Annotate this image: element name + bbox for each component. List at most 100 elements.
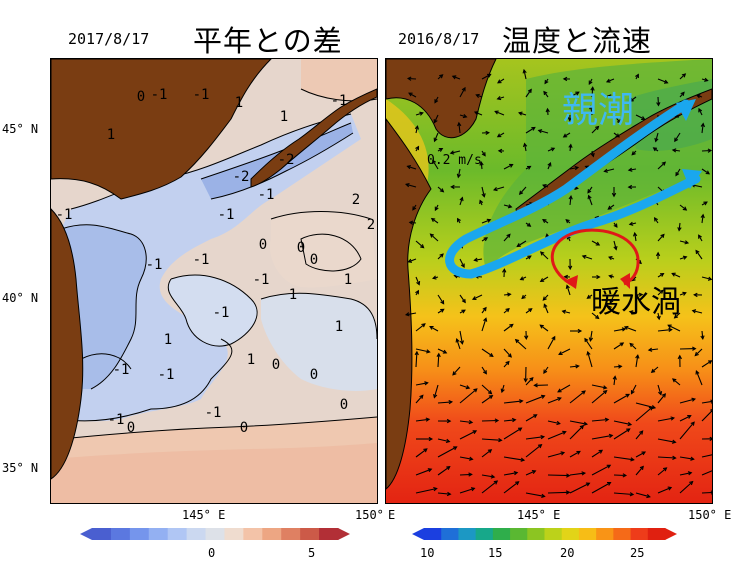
velocity-vector-head [539, 324, 544, 329]
velocity-vector [437, 492, 451, 495]
velocity-vector [459, 330, 463, 344]
velocity-vector [547, 452, 565, 458]
velocity-vector-head [615, 133, 620, 138]
velocity-vector-head [695, 370, 700, 375]
velocity-vector-head [641, 116, 646, 120]
velocity-vector-head [671, 148, 677, 153]
velocity-vector [540, 251, 549, 260]
velocity-vector [459, 294, 466, 303]
velocity-vector-head [672, 378, 677, 383]
velocity-vector-head [527, 88, 532, 94]
velocity-vector-head [452, 371, 457, 376]
velocity-vector-head [628, 310, 634, 315]
velocity-vector-head [607, 305, 612, 310]
velocity-vector-head [576, 450, 581, 455]
velocity-vector-head [440, 300, 445, 305]
velocity-vector [657, 78, 668, 84]
velocity-vector [437, 466, 451, 476]
velocity-vector-head [490, 474, 496, 479]
velocity-vector-head [585, 482, 591, 487]
right-date: 2016/8/17 [398, 30, 480, 48]
velocity-vector-head [550, 147, 556, 152]
velocity-vector [657, 393, 666, 404]
velocity-vector-head [475, 93, 480, 98]
velocity-vector-head [568, 194, 573, 200]
velocity-vector [459, 430, 477, 440]
velocity-vector-head [710, 399, 712, 404]
colorbar-swatch [167, 528, 188, 540]
velocity-vector [613, 328, 626, 332]
velocity-vector [543, 304, 549, 314]
velocity-vector-head [439, 74, 444, 79]
colorbar-swatch [243, 528, 263, 540]
velocity-vector-head [509, 163, 514, 168]
velocity-vector-head [563, 274, 569, 279]
velocity-vector [503, 481, 519, 494]
velocity-vector-head [698, 107, 703, 113]
eddy-arrowhead-right [620, 273, 630, 289]
velocity-vector-head [690, 421, 695, 426]
velocity-vector-head [663, 467, 668, 472]
contour-label: 1 [107, 127, 115, 143]
velocity-vector-head [543, 90, 548, 96]
contour-label: -1 [205, 405, 222, 421]
velocity-vector-head [557, 388, 562, 393]
velocity-vector [433, 114, 439, 123]
velocity-vector [569, 196, 572, 206]
velocity-vector [701, 330, 704, 339]
velocity-vector-head [613, 245, 618, 251]
contour-label: -1 [108, 412, 125, 428]
velocity-vector [481, 419, 499, 422]
velocity-vector-head [529, 376, 534, 382]
velocity-vector [437, 353, 440, 368]
contour-label: 1 [289, 287, 297, 303]
oyashio-arrowhead-lower [682, 169, 702, 189]
velocity-vector [408, 92, 417, 98]
velocity-vector [430, 233, 439, 242]
velocity-vector-head [489, 352, 494, 357]
lat-label-40: 40° N [2, 291, 39, 305]
colorbar-extend-low [80, 528, 92, 540]
contour-label: -1 [56, 207, 73, 223]
velocity-vector-head [648, 406, 654, 411]
velocity-vector-head [479, 199, 484, 205]
velocity-vector [701, 214, 704, 224]
velocity-vector-head [486, 218, 492, 223]
velocity-vector [547, 474, 570, 477]
velocity-vector-head [586, 350, 591, 356]
lat-label-45: 45° N [2, 122, 39, 136]
colorbar-swatch [492, 528, 511, 540]
right-title: 温度と流速 [502, 24, 653, 58]
contour-label: -1 [253, 272, 270, 288]
velocity-vector [503, 323, 514, 332]
velocity-vector [503, 348, 512, 358]
velocity-vector-head [659, 272, 665, 277]
velocity-vector [481, 219, 491, 224]
velocity-vector-head [473, 257, 478, 262]
velocity-vector [459, 420, 473, 424]
colorbar-swatch [613, 528, 632, 540]
colorbar-swatch [561, 528, 580, 540]
contour-label: 1 [247, 352, 255, 368]
velocity-vector-head [424, 381, 429, 386]
velocity-vector [503, 472, 518, 476]
velocity-vector-head [539, 251, 545, 256]
velocity-vector [431, 218, 439, 224]
velocity-vector-head [518, 111, 523, 116]
velocity-vector-head [487, 449, 493, 454]
velocity-vector-head [682, 206, 688, 211]
velocity-vector [591, 384, 607, 389]
velocity-vector-head [689, 480, 694, 486]
velocity-vector-head [581, 254, 587, 259]
colorbar-swatch [148, 528, 169, 540]
velocity-vector [497, 78, 505, 84]
velocity-vector [591, 126, 599, 134]
velocity-vector [587, 351, 593, 368]
velocity-vector-head [687, 415, 692, 419]
velocity-vector-head [613, 223, 618, 228]
colorbar-swatch [300, 528, 320, 540]
velocity-vector-head [427, 468, 433, 473]
velocity-vector [675, 168, 681, 176]
velocity-vector-head [700, 122, 706, 128]
velocity-vector [525, 89, 532, 98]
